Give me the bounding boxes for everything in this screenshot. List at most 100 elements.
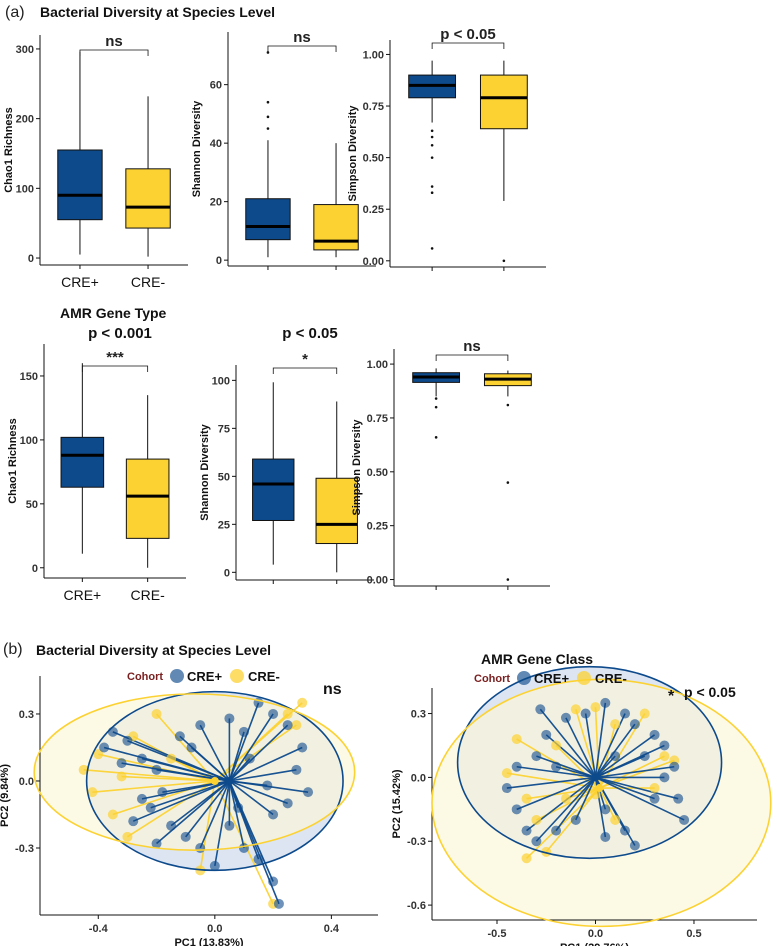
point-cre-pos (600, 804, 611, 815)
point-cre-pos (629, 719, 640, 730)
legend-label-cre-neg: CRE- (595, 671, 627, 686)
point-cre-pos (673, 793, 684, 804)
point-cre-pos (166, 820, 177, 831)
point-cre-pos (303, 787, 314, 798)
outlier-point (430, 156, 434, 159)
point-cre-neg (511, 734, 522, 745)
spoke-cre-neg (214, 780, 274, 905)
spoke-cre-pos (595, 765, 675, 779)
spoke-cre-pos (595, 776, 679, 800)
outlier-point (434, 436, 438, 439)
x-tick-label: 0.0 (588, 928, 603, 940)
point-cre-pos (501, 783, 512, 794)
point-cre-pos (128, 816, 139, 827)
spoke-cre-pos (228, 758, 251, 782)
spoke-cre-pos (199, 780, 231, 849)
centroid-cre-pos (225, 776, 234, 785)
ellipse-cre-neg-outline (431, 678, 772, 928)
spoke-cre-neg (92, 780, 215, 793)
spoke-cre-pos (595, 776, 685, 821)
legend-swatch-cre-neg (577, 671, 591, 685)
chart-a4-chao1-amr: 0 50 100 150 CRE+ CRE- Chao1 Richness *** p < 0.… (7, 325, 186, 603)
point-cre-pos (268, 809, 279, 820)
box-CREneg (479, 74, 528, 130)
y-tick-label: 200 (16, 114, 34, 126)
point-cre-neg (282, 708, 293, 719)
spoke-cre-pos (536, 755, 596, 779)
box-CREpos (60, 436, 105, 488)
y-tick-label: 1.00 (363, 49, 384, 61)
point-cre-pos (291, 764, 302, 775)
spoke-cre-pos (594, 723, 636, 778)
y-tick-label: 1.00 (367, 359, 388, 371)
point-cre-neg (501, 768, 512, 779)
point-cre-pos (610, 751, 621, 762)
y-tick-label: 50 (218, 471, 230, 483)
outlier-point (502, 259, 506, 263)
spoke-cre-pos (516, 776, 596, 811)
point-cre-neg (659, 751, 670, 762)
spoke-cre-pos (185, 780, 231, 838)
y-tick-label: 75 (218, 423, 230, 435)
significance-label: * (302, 351, 308, 368)
outlier-point (430, 191, 434, 195)
chart-a6-simpson-amr: 0.00 0.25 0.50 0.75 1.00 Simpson Diversity ns (351, 338, 550, 590)
x-tick-label: CRE- (131, 587, 166, 603)
point-cre-pos (99, 742, 110, 753)
spoke-cre-pos (199, 724, 231, 782)
outlier-point (506, 403, 510, 407)
spoke-cre-pos (228, 780, 245, 849)
x-tick-label: CRE- (131, 274, 166, 290)
point-cre-neg (116, 771, 127, 782)
spoke-cre-pos (516, 765, 596, 779)
point-cre-neg (610, 719, 621, 730)
ellipse-cre-pos-outline (456, 665, 723, 860)
outlier-point (434, 405, 438, 409)
y-tick-label: -0.3 (15, 843, 34, 855)
point-cre-pos (238, 842, 249, 853)
y-tick-label: 40 (210, 138, 222, 150)
ellipse-cre-neg-fill (432, 679, 771, 927)
panel-a-label: (a) (5, 4, 25, 21)
x-tick-label: CRE+ (63, 587, 101, 603)
y-tick-label: 25 (218, 519, 230, 531)
spoke-cre-pos (228, 731, 245, 782)
point-cre-pos (600, 831, 611, 842)
point-cre-pos (268, 876, 279, 887)
point-cre-pos (107, 726, 118, 737)
significance-header: p < 0.05 (282, 325, 337, 342)
x-tick-label: 0.4 (324, 923, 340, 935)
spoke-cre-pos (565, 717, 597, 778)
point-cre-neg (107, 809, 118, 820)
point-cre-neg (639, 708, 650, 719)
point-cre-neg (560, 793, 571, 804)
y-axis-label: PC2 (9.84%) (0, 764, 11, 827)
y-tick-label: 0.75 (367, 413, 388, 425)
point-cre-neg (521, 853, 532, 864)
point-cre-neg (551, 740, 562, 751)
y-tick-label: 100 (212, 375, 230, 387)
spoke-cre-pos (506, 776, 596, 789)
chart-title: Bacterial Diversity at Species Level (36, 642, 271, 658)
spoke-cre-pos (584, 713, 597, 778)
chart-a5-shannon-amr: 0 25 50 75 100 Shannon Diversity * p < 0.05 (199, 325, 374, 584)
box-CREneg (125, 168, 171, 229)
spoke-cre-pos (127, 740, 230, 782)
chart-b2-pca-amr: AMR Gene Class -0.5 0.0 0.5 -0.6 -0.3 0.0 0.3 PC… (391, 651, 772, 946)
spoke-cre-pos (575, 777, 597, 821)
spoke-cre-neg (155, 713, 216, 782)
point-cre-pos (136, 753, 147, 764)
outlier-point (266, 115, 270, 119)
significance-label: ns (323, 681, 342, 698)
y-tick-label: 0.50 (363, 153, 384, 165)
point-cre-pos (679, 814, 690, 825)
y-tick-label: 0.25 (367, 521, 388, 533)
significance-mark: * (668, 688, 675, 705)
point-cre-neg (93, 749, 104, 760)
point-cre-pos (629, 840, 640, 851)
point-cre-neg (291, 720, 302, 731)
point-cre-neg (531, 814, 542, 825)
outlier-point (430, 185, 434, 188)
legend-swatch-cre-pos (517, 671, 531, 685)
